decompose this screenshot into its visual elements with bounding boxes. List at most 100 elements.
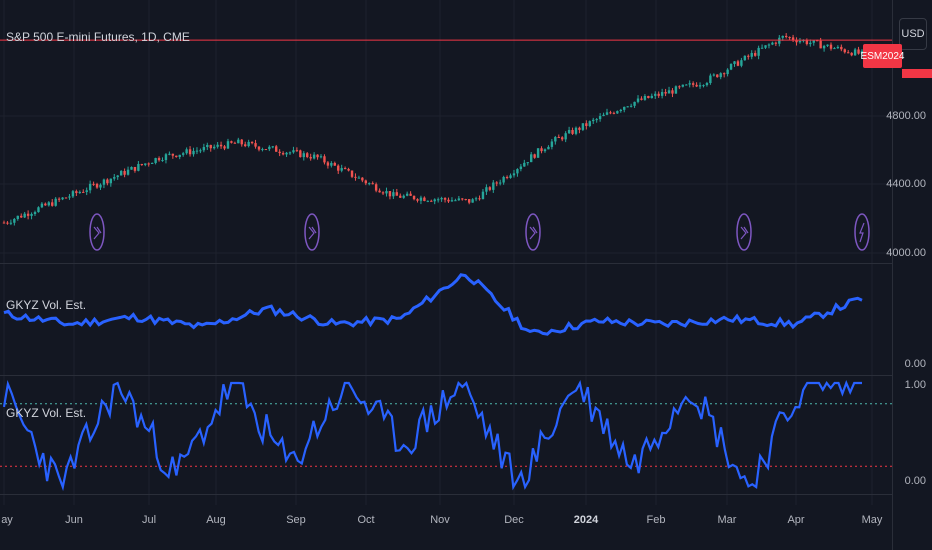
- candle-body: [667, 90, 671, 94]
- candle-body: [853, 49, 857, 56]
- candle-body: [33, 212, 37, 214]
- rocket-icon[interactable]: [736, 213, 752, 251]
- candle-body: [330, 162, 333, 166]
- lightning-icon[interactable]: [854, 213, 870, 251]
- candle-body: [430, 200, 433, 202]
- candle-body: [20, 215, 23, 218]
- candle-body: [471, 199, 474, 203]
- candle-body: [306, 153, 309, 158]
- last-price-tick: [902, 69, 932, 78]
- candle-body: [378, 190, 381, 193]
- candle-body: [168, 153, 171, 155]
- symbol-title[interactable]: S&P 500 E-mini Futures, 1D, CME: [6, 30, 190, 44]
- candle-body: [340, 168, 343, 171]
- candle-body: [309, 157, 312, 159]
- candle-body: [295, 150, 299, 152]
- rocket-icon[interactable]: [304, 213, 320, 251]
- candle-body: [119, 170, 123, 176]
- candle-body: [61, 197, 64, 200]
- currency-button[interactable]: USD: [899, 18, 927, 50]
- candle-body: [157, 158, 161, 161]
- candle-body: [64, 197, 68, 199]
- candle-body: [16, 215, 19, 219]
- candle-body: [626, 106, 629, 108]
- time-label-nov: Nov: [430, 514, 450, 526]
- candle-body: [264, 149, 268, 151]
- candle-body: [68, 196, 71, 198]
- candle-body: [512, 173, 516, 176]
- candle-body: [747, 55, 750, 57]
- candle-body: [657, 93, 660, 96]
- candle-body: [233, 142, 237, 144]
- candle-body: [6, 222, 9, 224]
- candle-body: [457, 198, 461, 201]
- candle-body: [99, 184, 102, 188]
- candle-body: [760, 47, 764, 49]
- candle-body: [268, 146, 271, 150]
- candle-body: [426, 200, 430, 202]
- candle-body: [405, 193, 409, 196]
- candle-body: [102, 179, 106, 185]
- candle-body: [202, 147, 206, 151]
- candle-body: [791, 37, 795, 41]
- candle-body: [757, 47, 760, 56]
- candle-body: [237, 139, 240, 144]
- rocket-glyph: [529, 226, 538, 240]
- candle-body: [423, 197, 426, 201]
- candle-body: [30, 213, 33, 216]
- gkyz-volatility-series: [3, 273, 863, 336]
- candle-body: [623, 106, 626, 110]
- rocket-icon[interactable]: [525, 213, 541, 251]
- candle-body: [195, 150, 199, 152]
- pct-indicator-legend[interactable]: GKYZ Vol. Est.: [6, 406, 87, 420]
- pane-divider-pct[interactable]: [0, 494, 892, 495]
- pane-divider-main[interactable]: [0, 263, 892, 264]
- candle-body: [695, 84, 698, 87]
- vol-indicator-legend[interactable]: GKYZ Vol. Est.: [6, 298, 87, 312]
- candle-body: [247, 141, 250, 147]
- candle-body: [629, 105, 633, 107]
- time-label-feb: Feb: [646, 514, 666, 526]
- candle-body: [126, 169, 130, 175]
- candle-body: [502, 176, 505, 183]
- candle-body: [175, 155, 178, 158]
- candle-body: [461, 198, 464, 200]
- candle-body: [113, 177, 116, 179]
- candle-body: [764, 45, 767, 48]
- candle-body: [819, 40, 822, 49]
- pct-axis-label-0: 0.00: [904, 475, 926, 487]
- candle-body: [840, 46, 843, 50]
- candle-body: [581, 123, 585, 130]
- rocket-icon[interactable]: [89, 213, 105, 251]
- candle-body: [275, 146, 278, 152]
- candle-body: [561, 137, 564, 140]
- candle-body: [57, 198, 61, 200]
- candle-body: [78, 191, 82, 194]
- candle-body: [150, 162, 154, 164]
- candle-body: [95, 183, 99, 188]
- candle-body: [92, 183, 95, 185]
- candle-body: [44, 203, 47, 206]
- candle-body: [409, 193, 412, 196]
- candle-body: [671, 90, 674, 94]
- candle-body: [736, 61, 740, 66]
- candle-body: [498, 182, 502, 184]
- candle-body: [357, 177, 361, 179]
- candle-body: [660, 92, 664, 96]
- candle-body: [343, 168, 347, 170]
- candle-body: [702, 85, 705, 87]
- candle-body: [616, 111, 619, 114]
- candle-body: [212, 146, 216, 149]
- candle-body: [181, 153, 185, 155]
- pane-divider-vol[interactable]: [0, 375, 892, 376]
- candle-body: [526, 162, 529, 164]
- candle-body: [588, 121, 591, 127]
- candle-body: [433, 199, 436, 202]
- candle-body: [612, 112, 616, 114]
- candle-body: [368, 183, 371, 185]
- candle-body: [691, 83, 695, 85]
- candle-body: [860, 50, 864, 54]
- candle-body: [753, 53, 757, 56]
